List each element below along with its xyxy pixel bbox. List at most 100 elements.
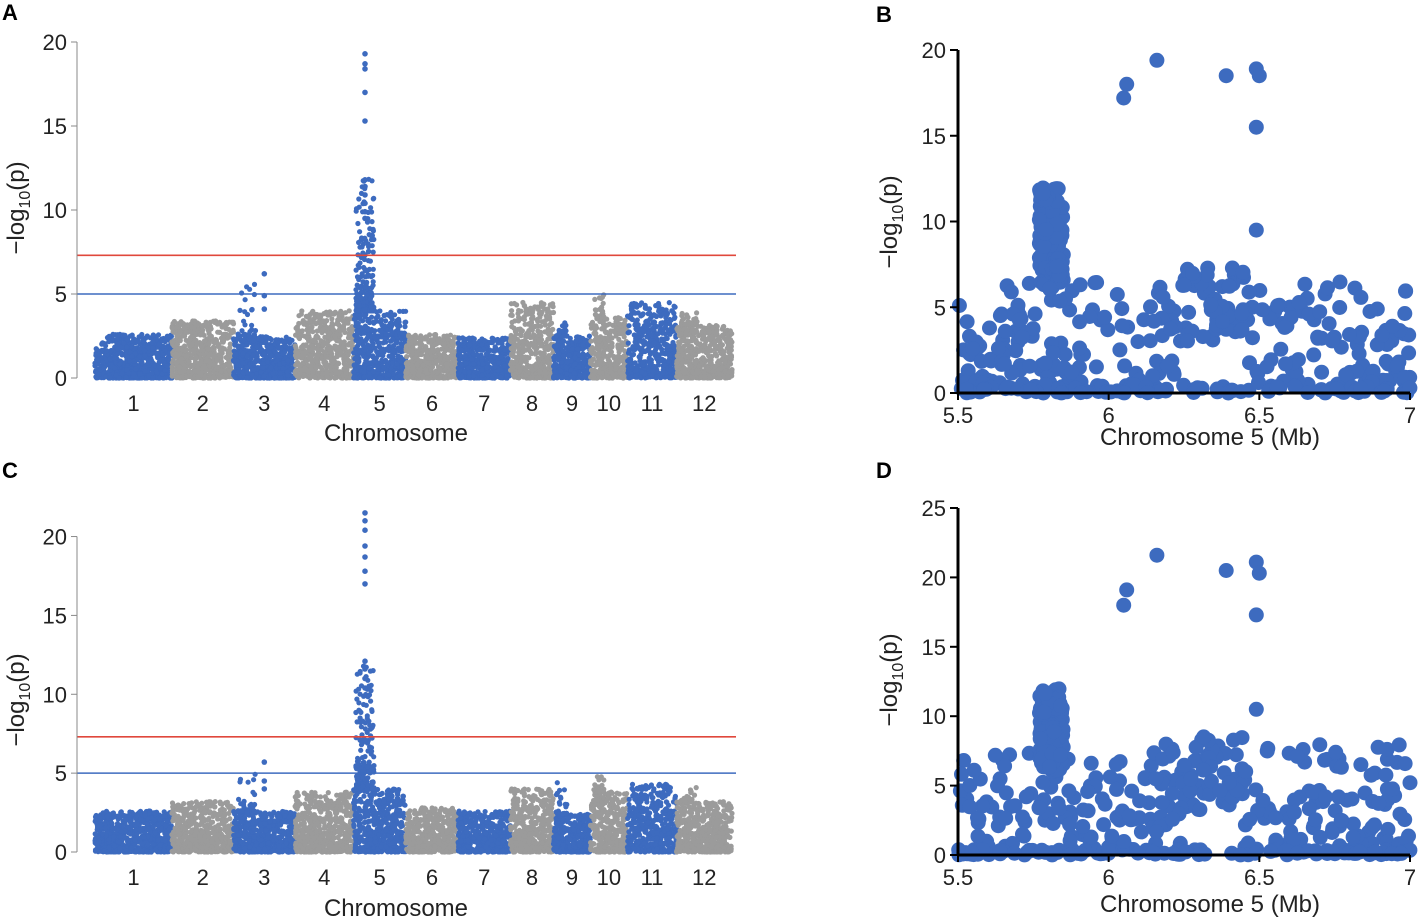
snp-point <box>370 266 376 272</box>
snp-point <box>202 375 208 381</box>
snp-point <box>286 336 293 342</box>
snp-point <box>142 352 148 359</box>
snp-point <box>174 332 180 338</box>
snp-point <box>137 371 143 377</box>
snp-point <box>320 371 326 377</box>
snp-point <box>432 374 438 380</box>
snp-point <box>502 363 508 369</box>
snp-point <box>518 359 524 365</box>
snp-point <box>417 336 423 342</box>
snp-point <box>571 370 577 376</box>
snp-point <box>181 362 187 368</box>
snp-point <box>197 332 203 338</box>
snp-point <box>542 346 548 352</box>
snp-point <box>329 320 335 326</box>
snp-point <box>266 349 272 355</box>
snp-point <box>550 326 556 332</box>
snp-point <box>233 351 239 357</box>
snp-point <box>351 369 357 375</box>
snp-point <box>366 360 372 366</box>
snp-point <box>352 374 358 380</box>
snp-point <box>297 371 303 377</box>
snp-point <box>235 344 241 350</box>
snp-point <box>307 325 314 331</box>
snp-point <box>313 365 319 371</box>
snp-point <box>532 351 539 357</box>
snp-point <box>95 357 101 363</box>
snp-point <box>235 331 241 337</box>
snp-point <box>523 372 529 378</box>
snp-point <box>373 355 379 361</box>
snp-point <box>366 244 372 250</box>
snp-point <box>496 360 502 366</box>
snp-point <box>250 338 256 344</box>
snp-point <box>356 264 362 270</box>
snp-point <box>343 370 349 376</box>
snp-point <box>615 342 621 348</box>
snp-point <box>292 369 298 375</box>
snp-point <box>300 318 306 324</box>
snp-point <box>217 321 223 327</box>
snp-point <box>456 335 462 341</box>
snp-point <box>405 360 411 366</box>
snp-point <box>343 357 350 363</box>
snp-point <box>189 342 195 348</box>
snp-point <box>369 178 375 184</box>
snp-point <box>316 314 323 320</box>
snp-point <box>542 369 548 375</box>
snp-point <box>362 235 368 241</box>
snp-point <box>169 325 175 331</box>
snp-point <box>199 323 205 329</box>
snp-point <box>268 344 274 350</box>
snp-point <box>244 375 250 381</box>
snp-point <box>435 338 441 344</box>
snp-point <box>342 310 349 316</box>
snp-point <box>162 367 168 373</box>
snp-point <box>509 312 515 318</box>
snp-point <box>538 323 544 329</box>
snp-point <box>490 335 496 342</box>
snp-point <box>205 358 212 364</box>
snp-point <box>518 333 524 339</box>
snp-point <box>533 363 539 369</box>
snp-point <box>527 342 533 348</box>
snp-point <box>285 357 291 364</box>
snp-point <box>312 374 318 380</box>
snp-point <box>250 347 256 353</box>
snp-point <box>179 373 185 379</box>
snp-point <box>123 349 129 355</box>
snp-point <box>104 348 110 354</box>
snp-point <box>299 344 305 350</box>
snp-point <box>280 351 286 357</box>
snp-point <box>201 352 207 358</box>
snp-point <box>315 352 321 358</box>
snp-point <box>150 338 156 344</box>
snp-point <box>427 350 434 356</box>
snp-point <box>437 367 443 373</box>
snp-point <box>218 368 224 374</box>
snp-point <box>244 284 250 290</box>
snp-point <box>124 336 131 342</box>
snp-point <box>570 375 576 381</box>
snp-point <box>188 329 194 335</box>
snp-point <box>510 359 516 365</box>
snp-point <box>230 329 236 335</box>
snp-point <box>563 364 570 371</box>
snp-point <box>174 354 180 360</box>
snp-point <box>114 351 120 357</box>
snp-point <box>221 346 227 352</box>
snp-point <box>115 346 121 352</box>
snp-point <box>467 342 473 348</box>
snp-point <box>488 353 494 359</box>
snp-point <box>304 335 310 341</box>
snp-point <box>116 361 123 367</box>
snp-point <box>390 371 396 377</box>
snp-point <box>370 282 376 288</box>
snp-point <box>340 345 346 351</box>
snp-point <box>533 323 539 329</box>
snp-point <box>232 374 238 380</box>
snp-point <box>355 220 361 227</box>
snp-point <box>452 359 458 365</box>
snp-point <box>522 321 528 327</box>
